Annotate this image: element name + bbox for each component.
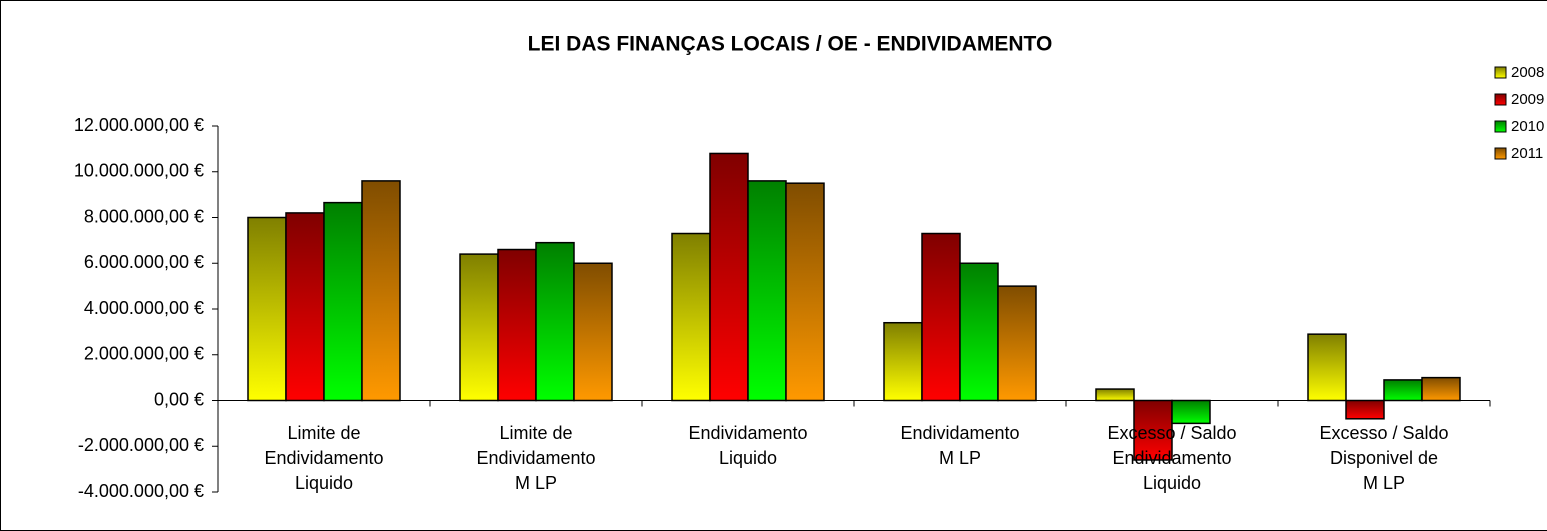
y-tick-label: -2.000.000,00 € [78,435,204,455]
legend-swatch [1494,66,1507,79]
y-tick-label: -4.000.000,00 € [78,481,204,501]
x-tick-label: Endividamento M LP [900,423,1020,468]
bar [997,285,1037,402]
x-tick-label: Limite de Endividamento Liquido [264,423,384,493]
y-tick-label: 8.000.000,00 € [84,206,204,226]
bar [247,216,287,402]
legend-label: 2008 [1511,64,1544,81]
legend-label: 2009 [1511,91,1544,108]
x-tick-label: Excesso / Saldo Disponivel de M LP [1319,423,1449,493]
bar [1307,333,1347,402]
bar [535,241,575,402]
bar [709,152,749,402]
legend-label: 2010 [1511,118,1544,135]
bar [1095,388,1135,402]
bar [361,180,401,402]
bar [497,248,537,402]
y-tick-label: 10.000.000,00 € [74,161,204,181]
x-tick-label: Endividamento Liquido [688,423,808,468]
y-tick-label: 2.000.000,00 € [84,344,204,364]
y-tick-label: 4.000.000,00 € [84,298,204,318]
legend-swatch [1494,120,1507,133]
bar [671,232,711,402]
x-tick-label: Limite de Endividamento M LP [476,423,596,493]
bar [1421,376,1461,402]
y-tick-label: 0,00 € [154,389,204,409]
bar [959,262,999,402]
bar [459,253,499,402]
legend-label: 2011 [1511,145,1543,162]
y-tick-label: 6.000.000,00 € [84,252,204,272]
bar [921,232,961,402]
chart-title: LEI DAS FINANÇAS LOCAIS / OE - ENDIVIDAM… [528,33,1053,56]
bar [1383,379,1423,402]
bar [785,182,825,402]
legend-swatch [1494,147,1507,160]
bar [1171,399,1211,425]
bar [573,262,613,402]
bar [323,201,363,402]
bar [1345,399,1385,420]
bar [747,180,787,402]
bar [1133,399,1173,461]
bar [883,321,923,402]
legend-swatch [1494,93,1507,106]
bar [285,212,325,402]
y-tick-label: 12.000.000,00 € [74,115,204,135]
x-tick-label: Excesso / Saldo Endividamento Liquido [1107,423,1237,493]
